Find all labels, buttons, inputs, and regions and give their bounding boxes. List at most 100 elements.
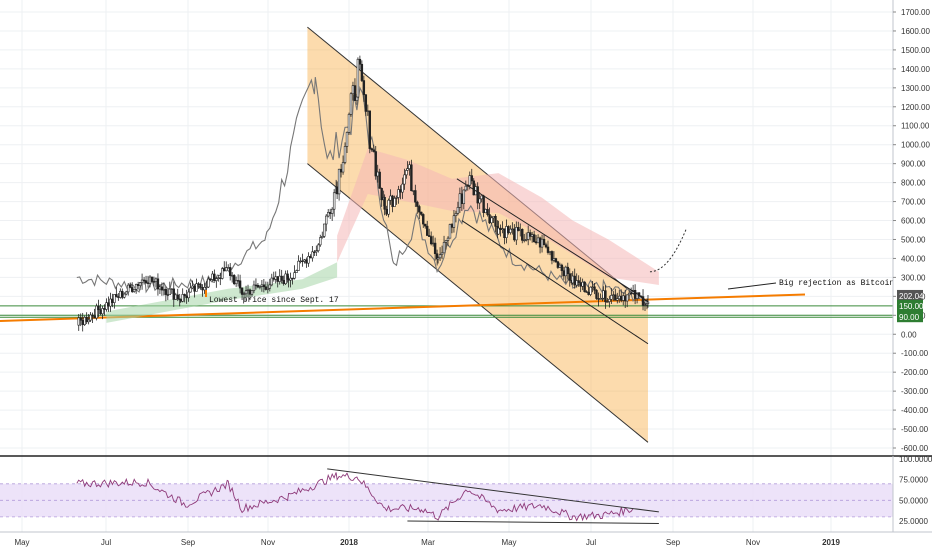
candle-body: [323, 223, 326, 237]
candle-body: [115, 294, 118, 297]
candle-body: [158, 286, 162, 290]
candle-body: [597, 298, 600, 300]
time-tick-label: Sep: [181, 538, 196, 547]
candle-body: [187, 291, 190, 299]
candle-body: [254, 284, 258, 287]
candle-body: [482, 195, 485, 214]
candle-body: [622, 295, 625, 301]
candle-body: [307, 256, 310, 264]
candle-body: [181, 294, 184, 302]
candle-body: [319, 237, 322, 246]
candle-body: [544, 244, 548, 248]
candle-body: [581, 281, 584, 287]
candle-body: [629, 292, 633, 295]
candle-body: [591, 286, 594, 288]
candle-body: [83, 317, 86, 325]
candle-body: [484, 209, 487, 214]
candle-body: [248, 289, 252, 295]
candle-body: [507, 226, 510, 233]
candle-body: [266, 287, 270, 290]
candle-body: [113, 294, 116, 303]
candle-body: [311, 251, 314, 259]
time-tick-label: 2018: [340, 538, 358, 547]
candle-body: [242, 293, 246, 295]
candle-body: [101, 308, 104, 315]
candle-body: [234, 280, 238, 285]
time-tick-label: Mar: [421, 538, 435, 547]
annotation-lowest-price: Lowest price since Sept. 17: [209, 296, 339, 305]
channel-lower-line: [307, 163, 649, 443]
candle-body: [295, 270, 298, 273]
candle-body: [587, 291, 590, 295]
candle-body: [633, 289, 637, 299]
candle-body: [221, 268, 224, 279]
candle-body: [401, 183, 404, 193]
candle-body: [476, 186, 479, 204]
candle-body: [583, 281, 586, 292]
candle-body: [624, 295, 627, 302]
candle-body: [540, 238, 544, 248]
candle-body: [358, 58, 362, 65]
candle-body: [179, 299, 182, 302]
candle-body: [349, 93, 353, 115]
candle-body: [262, 284, 266, 288]
candle-body: [406, 168, 409, 171]
candle-body: [197, 283, 200, 285]
candle-body: [166, 294, 170, 296]
candle-body: [374, 151, 377, 177]
candle-body: [429, 236, 433, 245]
candle-body: [172, 288, 175, 300]
candle-body: [575, 280, 578, 286]
candle-body: [418, 206, 421, 213]
candle-body: [93, 315, 96, 319]
candle-body: [79, 317, 82, 321]
price-tick-label: 300.00: [901, 273, 926, 282]
candle-body: [99, 309, 102, 315]
candle-body: [478, 198, 481, 204]
rsi-support-trendline: [407, 520, 659, 524]
candle-body: [328, 212, 332, 214]
candle-body: [89, 314, 92, 321]
candle-body: [558, 264, 562, 268]
candle-body: [138, 282, 142, 286]
candle-body: [215, 278, 218, 281]
candle-body: [497, 227, 500, 235]
candle-body: [232, 275, 236, 285]
candle-body: [207, 278, 210, 288]
candle-body: [341, 162, 345, 173]
candle-body: [538, 237, 542, 248]
rsi-tick-label: 25.0000: [899, 517, 928, 526]
candle-body: [616, 298, 619, 301]
ichimoku-cloud: [106, 148, 659, 323]
candle-body: [183, 294, 186, 297]
candle-body: [347, 113, 351, 133]
candle-body: [383, 196, 386, 210]
candle-body: [643, 304, 647, 307]
candle-body: [393, 198, 396, 207]
candle-body: [282, 280, 285, 285]
candle-body: [372, 149, 375, 152]
candle-body: [130, 287, 134, 292]
candle-body: [521, 229, 524, 241]
candle-body: [77, 317, 80, 326]
candle-body: [201, 287, 204, 291]
candle-body: [121, 290, 124, 298]
candle-body: [499, 227, 502, 230]
candle-body: [526, 232, 530, 240]
candle-body: [170, 288, 173, 290]
time-tick-label: Jul: [101, 538, 111, 547]
candle-body: [105, 302, 108, 310]
candle-body: [519, 229, 522, 231]
time-tick-label: May: [14, 538, 29, 547]
candle-body: [627, 292, 631, 296]
price-tick-label: 1600.00: [901, 27, 930, 36]
candle-body: [470, 175, 473, 182]
candle-body: [189, 287, 192, 293]
candle-body: [530, 234, 534, 237]
candle-body: [260, 284, 264, 287]
candle-body: [366, 110, 370, 112]
candle-body: [325, 215, 328, 225]
candle-body: [230, 275, 234, 277]
candle-body: [444, 240, 448, 243]
candle-body: [532, 234, 536, 243]
